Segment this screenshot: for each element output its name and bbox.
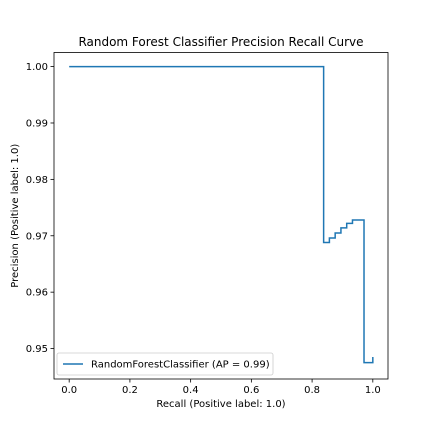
x-tick-label: 0.2	[122, 385, 138, 396]
y-axis-label: Precision (Positive label: 1.0)	[10, 144, 21, 288]
y-tick-label: 0.95	[26, 344, 48, 355]
series-layer	[69, 65, 374, 364]
y-tick-label: 1.00	[26, 62, 48, 73]
x-tick-label: 0.8	[304, 385, 320, 396]
legend: RandomForestClassifier (AP = 0.99)	[56, 352, 274, 376]
y-tick-label: 0.99	[26, 118, 48, 129]
y-tick-label: 0.98	[26, 175, 48, 186]
y-tick-label: 0.96	[26, 288, 48, 299]
plot-frame	[53, 52, 389, 380]
legend-label: RandomForestClassifier (AP = 0.99)	[91, 360, 270, 371]
chart-title: Random Forest Classifier Precision Recal…	[78, 35, 363, 49]
x-tick-label: 0.0	[61, 385, 77, 396]
legend-box	[56, 352, 274, 376]
x-tick-label: 0.4	[183, 385, 199, 396]
ticks-layer: 0.0 0.2 0.4 0.6 0.8 1.0 0.95 0.96 0.97 0.98 0.99 1.…	[26, 62, 381, 396]
x-axis-label: Recall (Positive label: 1.0)	[156, 399, 285, 410]
x-tick-label: 0.6	[243, 385, 259, 396]
y-tick-label: 0.97	[26, 231, 48, 242]
series-line-0	[69, 65, 374, 364]
x-tick-label: 1.0	[365, 385, 381, 396]
